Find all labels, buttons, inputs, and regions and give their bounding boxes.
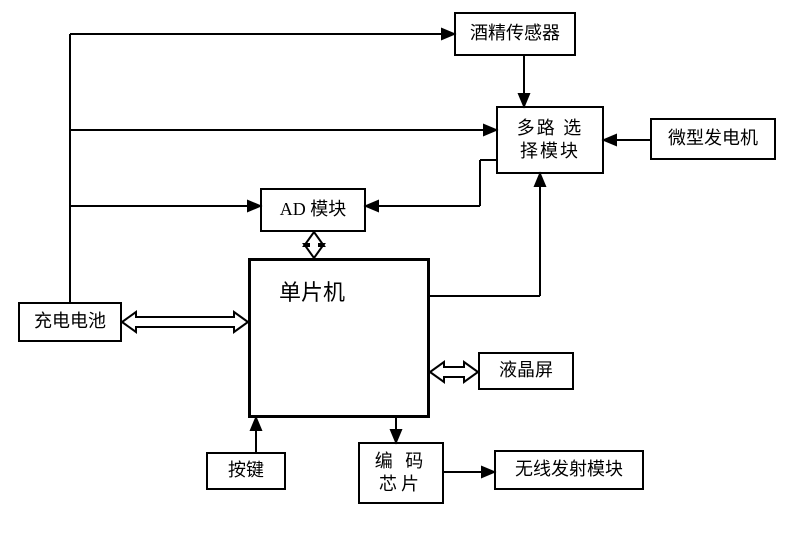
node-label: AD 模块 (280, 198, 347, 221)
node-label: 液晶屏 (499, 359, 553, 382)
node-label: 酒精传感器 (470, 22, 560, 45)
node-alcohol-sensor: 酒精传感器 (454, 12, 576, 56)
node-lcd: 液晶屏 (478, 352, 574, 390)
node-label: 微型发电机 (668, 127, 758, 150)
node-wireless-tx: 无线发射模块 (494, 450, 644, 490)
node-label: 无线发射模块 (515, 458, 623, 481)
node-encoder-chip: 编 码 芯片 (358, 442, 444, 504)
node-mcu: 单片机 (248, 258, 430, 418)
node-label: 多路 选 择模块 (517, 117, 584, 164)
node-label: 按键 (228, 459, 264, 482)
node-mux: 多路 选 择模块 (496, 106, 604, 174)
node-keypad: 按键 (206, 452, 286, 490)
node-label: 编 码 芯片 (375, 450, 428, 497)
node-label: 单片机 (279, 279, 345, 308)
node-label: 充电电池 (34, 310, 106, 333)
node-battery: 充电电池 (18, 302, 122, 342)
node-micro-generator: 微型发电机 (650, 118, 776, 160)
node-ad-module: AD 模块 (260, 188, 366, 232)
